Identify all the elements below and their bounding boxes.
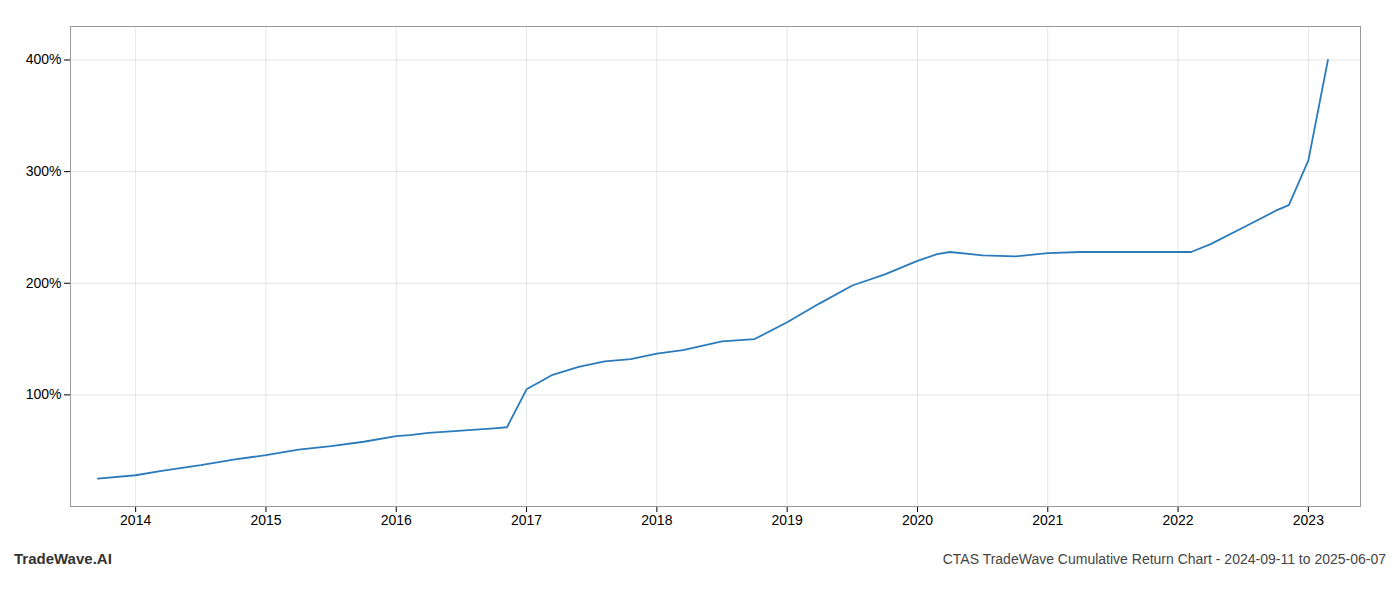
svg-text:2016: 2016 bbox=[381, 512, 412, 528]
svg-text:2022: 2022 bbox=[1162, 512, 1193, 528]
svg-text:2018: 2018 bbox=[641, 512, 672, 528]
svg-text:200%: 200% bbox=[26, 275, 62, 291]
svg-text:2019: 2019 bbox=[772, 512, 803, 528]
svg-text:300%: 300% bbox=[26, 163, 62, 179]
html-text:CTAS TradeWave Cumulative Retu: CTAS TradeWave Cumulative Return Chart -… bbox=[942, 551, 1386, 567]
svg-text:400%: 400% bbox=[26, 51, 62, 67]
svg-text:2014: 2014 bbox=[120, 512, 151, 528]
html-text:TradeWave.AI: TradeWave.AI bbox=[14, 550, 112, 567]
svg-text:2021: 2021 bbox=[1032, 512, 1063, 528]
svg-text:2020: 2020 bbox=[902, 512, 933, 528]
svg-text:2015: 2015 bbox=[250, 512, 281, 528]
svg-text:2017: 2017 bbox=[511, 512, 542, 528]
svg-text:2023: 2023 bbox=[1293, 512, 1324, 528]
svg-text:100%: 100% bbox=[26, 386, 62, 402]
